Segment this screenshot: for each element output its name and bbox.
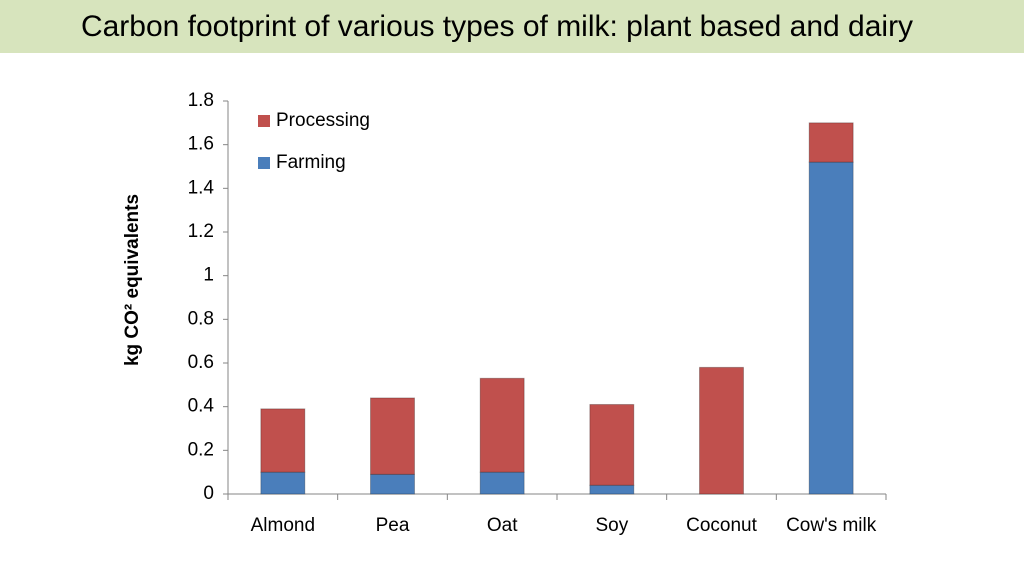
y-axis-label: kg CO² equivalents [122,194,143,366]
bar-segment [589,403,635,486]
bar-segment [699,366,744,495]
bar-segment [370,397,415,475]
bar-segment [479,471,525,495]
legend-label: Processing [276,110,370,131]
x-tick-label: Pea [376,515,410,536]
y-tick-label: 1 [203,265,214,286]
bar-segment [260,471,306,495]
bar-segment [808,122,854,163]
x-tick-label: Soy [595,515,628,536]
title-banner [0,0,1024,53]
y-tick-label: 1.6 [188,134,214,155]
bar-segment [370,473,415,495]
chart-title: Carbon footprint of various types of mil… [81,10,913,43]
x-tick-label: Almond [251,515,315,536]
y-tick-label: 0.6 [188,352,214,373]
y-tick-label: 1.8 [188,90,214,111]
y-tick-label: 0.8 [188,308,214,329]
y-tick-label: 0.2 [188,439,214,460]
bar-segment [479,377,525,473]
legend-label: Farming [276,152,346,173]
y-tick-label: 0 [203,483,214,504]
y-tick-label: 1.2 [188,221,214,242]
y-tick-label: 0.4 [188,396,215,417]
bar-segment [260,408,306,473]
x-tick-label: Oat [487,515,518,536]
bar-segment [808,161,854,495]
bar-segment [589,484,635,495]
legend-swatch [258,115,270,127]
legend-swatch [258,157,270,169]
x-tick-label: Cow's milk [786,515,877,536]
y-tick-label: 1.4 [188,177,215,198]
x-tick-label: Coconut [686,515,757,536]
